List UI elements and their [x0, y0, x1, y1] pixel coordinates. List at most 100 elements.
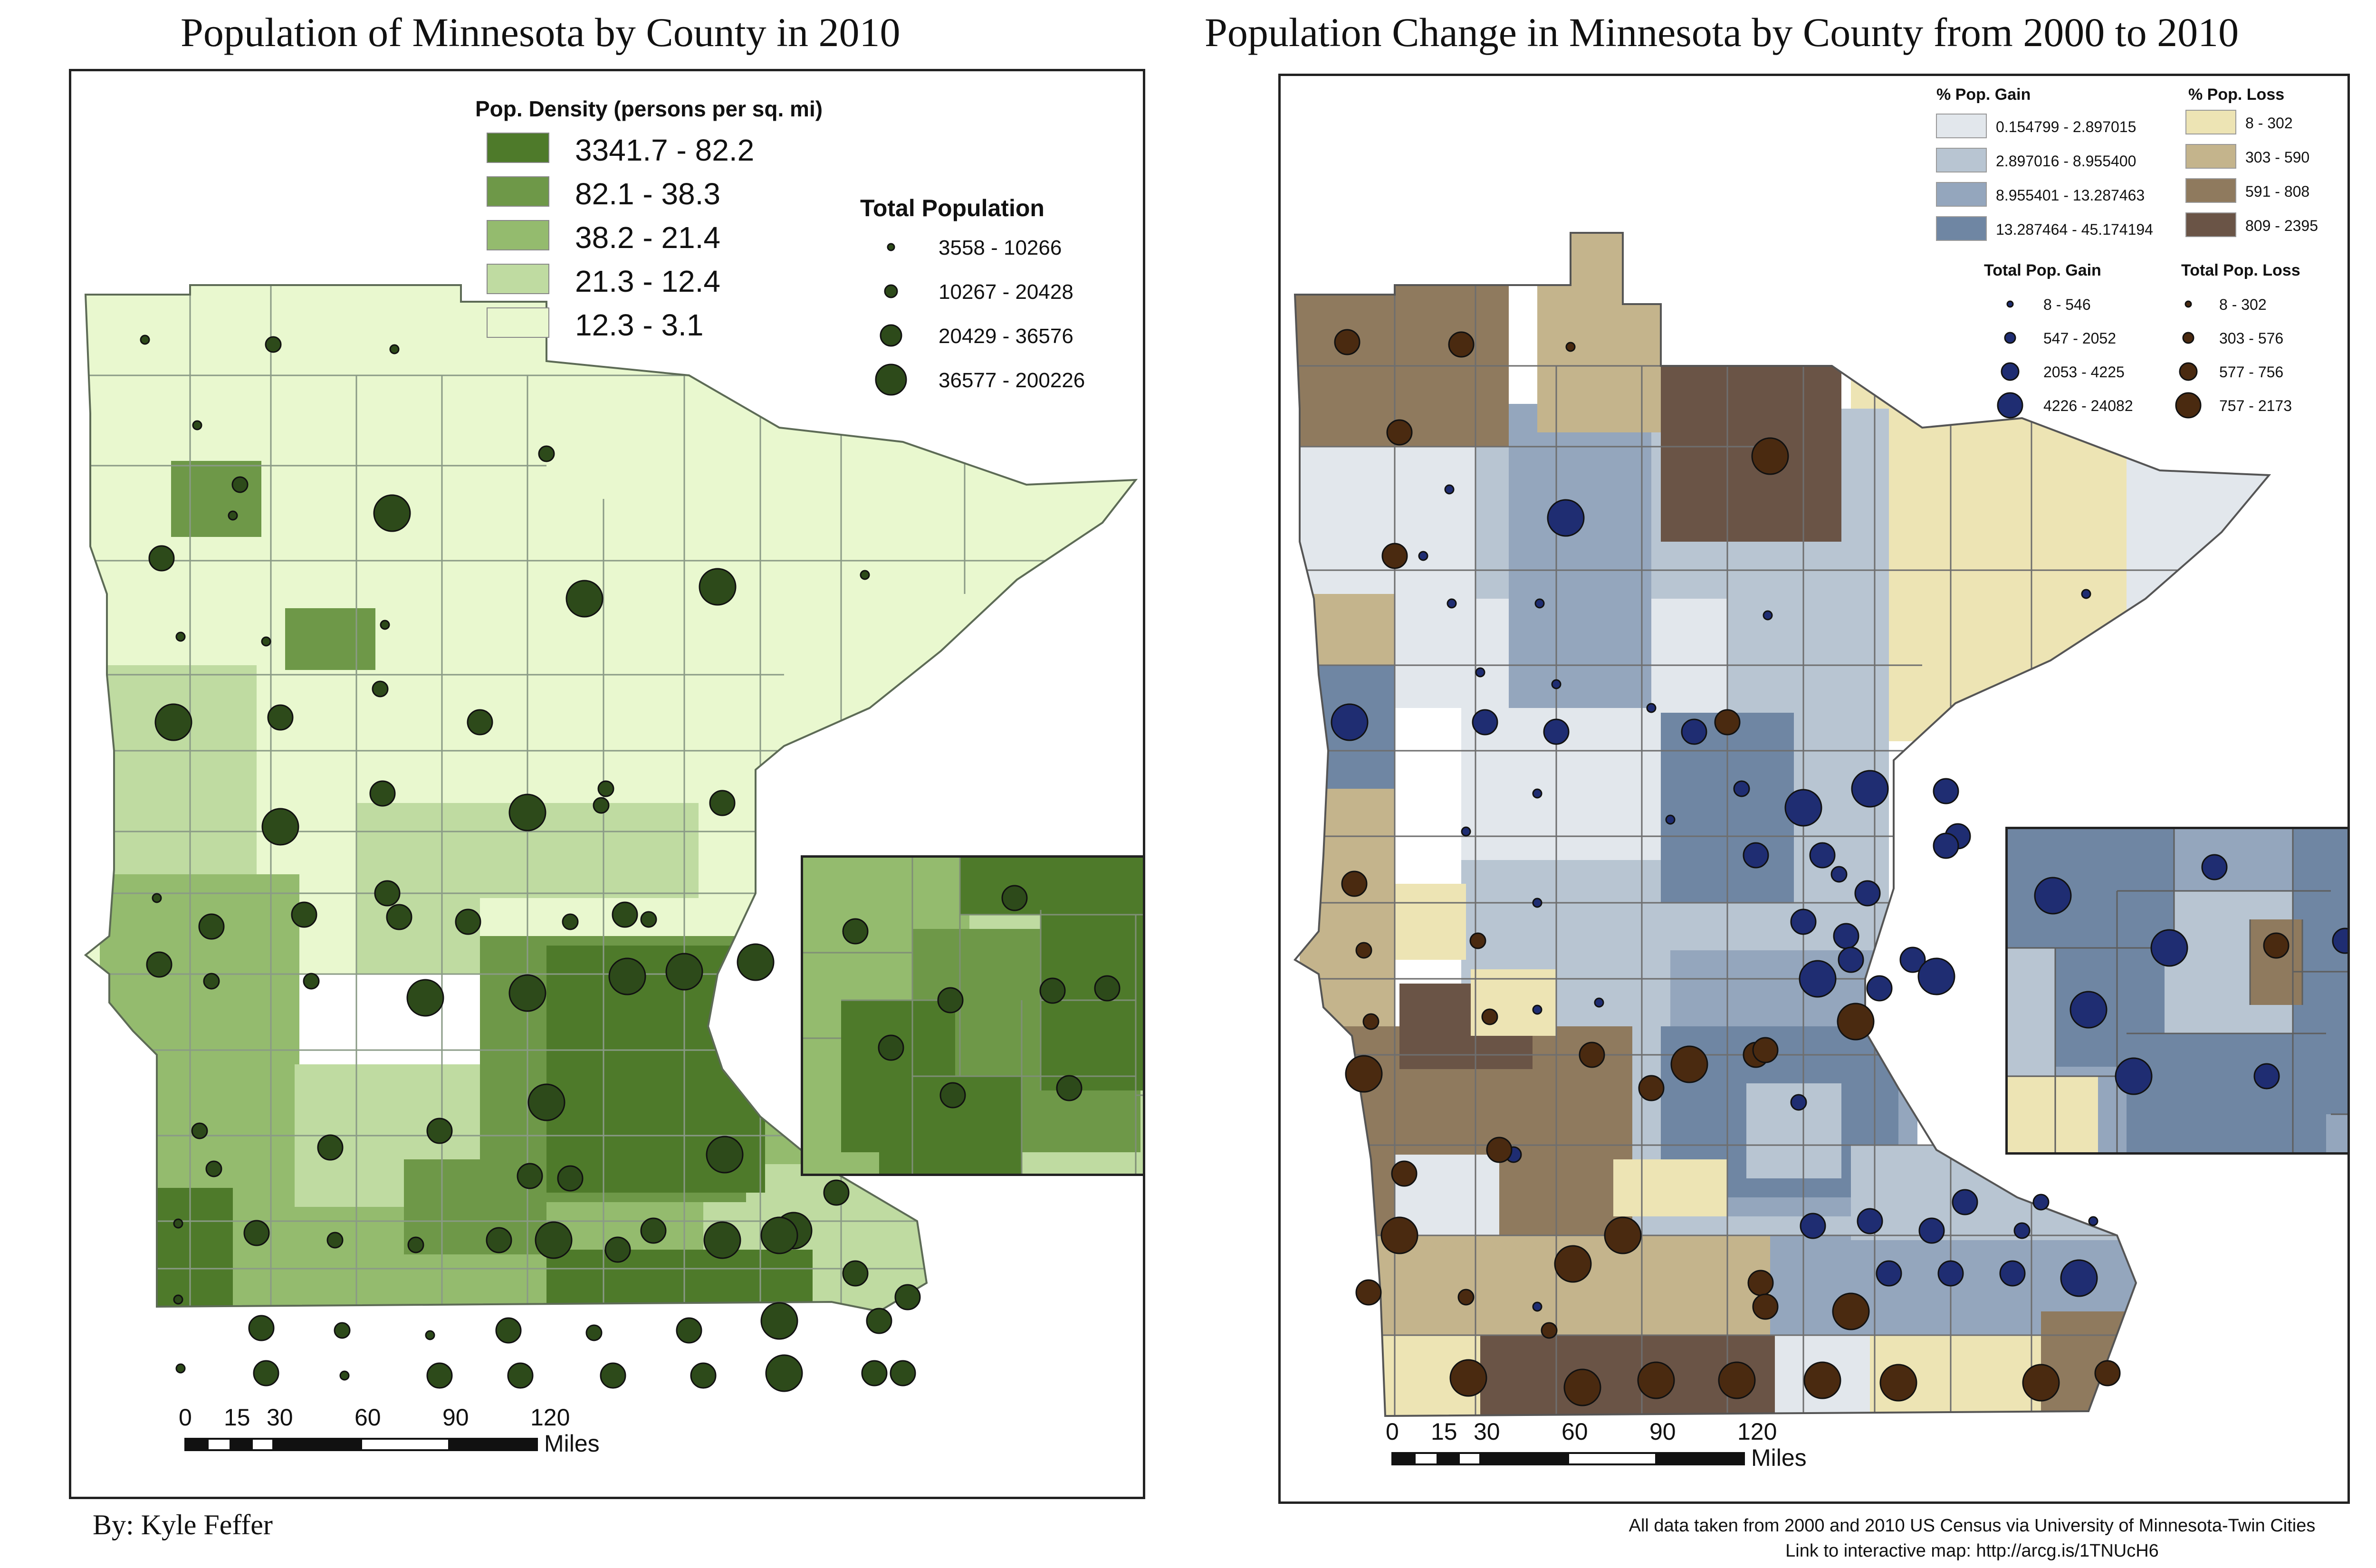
loss-percent-legend-title: % Pop. Loss: [2188, 86, 2284, 104]
inset-right-boundaries: [2008, 829, 2347, 1152]
loss-legend-swatch: [2185, 144, 2236, 169]
scale-segment: [1391, 1452, 1416, 1465]
inset-left-symbols: [842, 885, 1121, 1109]
scale-tick-label: 120: [530, 1404, 570, 1431]
population-symbol: [265, 336, 282, 353]
loss-symbol: [1747, 1270, 1774, 1296]
gain-symbol: [1475, 667, 1485, 678]
inset-population-symbol: [939, 1082, 966, 1109]
population-symbol: [389, 344, 400, 354]
scale-tick-label: 15: [224, 1404, 250, 1431]
loss-symbol: [1604, 1216, 1642, 1254]
scale-segment: [1414, 1452, 1438, 1465]
population-symbol: [593, 797, 610, 814]
population-symbol: [703, 1221, 741, 1259]
scale-tick-label: 0: [179, 1404, 192, 1431]
gain-symbol: [1933, 832, 1959, 859]
population-symbol: [267, 704, 294, 731]
left-map-title: Population of Minnesota by County in 201…: [181, 10, 901, 55]
gain-symbol: [1532, 898, 1542, 908]
population-symbol: [760, 1302, 798, 1340]
gain-legend-swatch: [1936, 148, 1987, 172]
gain-total-legend-symbol: [1997, 392, 2023, 419]
scale-tick-label: 30: [267, 1404, 293, 1431]
loss-symbol: [1541, 1322, 1558, 1339]
scale-unit-label: Miles: [544, 1430, 600, 1457]
gain-percent-legend-items: 0.154799 - 2.897015 2.897016 - 8.955400 8.…: [1936, 114, 2153, 241]
population-symbol: [760, 1216, 798, 1254]
loss-percent-legend-items: 8 - 302 303 - 590 591 - 808 809 - 2395: [2185, 110, 2318, 237]
loss-symbol: [1449, 1359, 1487, 1397]
loss-symbol: [1341, 870, 1368, 897]
scale-tick-label: 90: [442, 1404, 469, 1431]
population-symbols-left: [140, 335, 921, 1392]
population-symbol: [709, 790, 736, 816]
population-symbol: [198, 913, 225, 940]
population-symbol: [339, 1370, 350, 1381]
scale-segment: [1567, 1452, 1657, 1465]
right-map-svg: % Pop. Gain 0.154799 - 2.897015 2.897016 …: [1293, 86, 2318, 1471]
loss-symbol: [1334, 329, 1360, 355]
population-symbol: [261, 808, 299, 846]
population-legend-left: Total Population 3558 - 10266 10267 - 204…: [860, 195, 1085, 396]
population-symbol: [665, 953, 703, 991]
population-symbol: [527, 1083, 565, 1121]
scale-tick-label: 60: [354, 1404, 381, 1431]
population-symbol: [231, 476, 249, 493]
density-legend-label: 3341.7 - 82.2: [575, 133, 754, 167]
inset-population-symbol: [1039, 977, 1066, 1004]
gain-symbol: [1809, 842, 1836, 869]
population-symbol: [317, 1134, 344, 1161]
interactive-map-link[interactable]: Link to interactive map: http://arcg.is/…: [1785, 1541, 2159, 1561]
population-legend-label: 36577 - 200226: [939, 369, 1085, 392]
loss-legend-swatch: [2185, 178, 2236, 203]
gain-percent-legend-title: % Pop. Gain: [1936, 86, 2031, 104]
density-legend-label: 21.3 - 12.4: [575, 264, 720, 298]
scale-segment: [1437, 1452, 1460, 1465]
right-map-title: Population Change in Minnesota by County…: [1205, 10, 2239, 55]
loss-total-legend-label: 303 - 576: [2219, 330, 2283, 347]
inset-gain-symbol: [2150, 929, 2188, 967]
gain-total-legend-symbol: [2006, 300, 2014, 308]
population-symbol: [205, 1160, 222, 1177]
loss-symbol: [1832, 1292, 1870, 1330]
inset-gain-symbol: [2201, 854, 2228, 880]
population-symbol: [557, 1165, 584, 1192]
loss-symbol: [1803, 1361, 1841, 1399]
loss-symbol: [1837, 1003, 1875, 1041]
population-symbol: [737, 943, 775, 981]
population-symbol: [380, 620, 390, 630]
population-symbol: [894, 1284, 921, 1310]
loss-symbol: [1355, 1279, 1382, 1306]
density-legend-swatch: [487, 307, 549, 338]
population-legend-symbol: [880, 324, 902, 347]
gain-legend-label: 13.287464 - 45.174194: [1996, 221, 2153, 238]
population-symbol: [604, 1236, 631, 1263]
inset-right-left-gain: [2008, 948, 2055, 1076]
population-symbol: [191, 1122, 208, 1139]
loss-percent-legend: % Pop. Loss 8 - 302 303 - 590 591 - 808 809…: [2185, 86, 2318, 237]
population-symbol: [173, 1294, 183, 1305]
gain-symbol: [1547, 499, 1585, 537]
population-symbol: [486, 1227, 512, 1253]
loss-legend-label: 591 - 808: [2245, 183, 2309, 200]
population-symbol: [261, 636, 271, 647]
left-map-panel: Pop. Density (persons per sq. mi) 3341.7…: [69, 69, 1145, 1499]
population-symbol: [303, 973, 320, 990]
population-symbol: [148, 545, 175, 572]
gain-symbol: [1917, 957, 1955, 995]
gain-symbol: [1857, 1208, 1883, 1234]
gain-total-legend-label: 2053 - 4225: [2043, 363, 2125, 381]
population-symbol: [861, 1360, 888, 1386]
gain-percent-legend: % Pop. Gain 0.154799 - 2.897015 2.897016 …: [1936, 86, 2153, 241]
gain-symbol: [1447, 598, 1457, 609]
population-symbol: [243, 1220, 270, 1246]
density-legend: Pop. Density (persons per sq. mi) 3341.7…: [475, 96, 823, 342]
density-region-southwest-corner: [152, 1188, 233, 1311]
population-legend-symbol: [884, 284, 898, 298]
population-symbol: [373, 494, 411, 532]
density-legend-label: 38.2 - 21.4: [575, 220, 720, 255]
population-symbol: [140, 335, 150, 345]
scale-unit-label: Miles: [1751, 1444, 1807, 1471]
gain-symbol: [1665, 814, 1676, 825]
